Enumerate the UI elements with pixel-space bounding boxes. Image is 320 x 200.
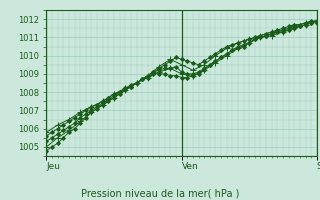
Text: Pression niveau de la mer( hPa ): Pression niveau de la mer( hPa ): [81, 188, 239, 198]
